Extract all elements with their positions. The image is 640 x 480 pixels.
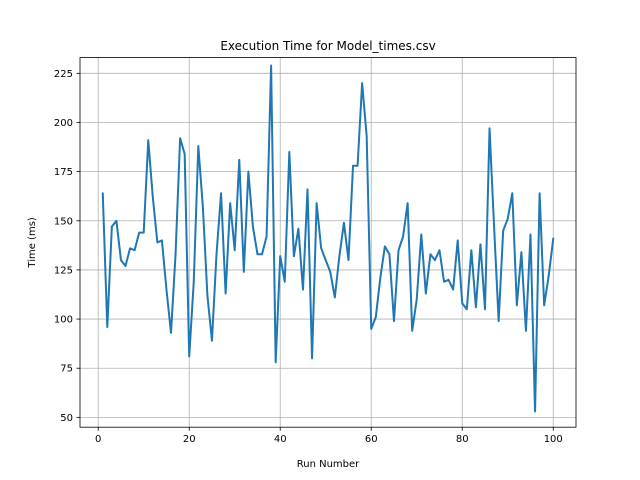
plot-frame [79, 57, 577, 428]
x-tick-label: 100 [544, 434, 563, 445]
chart-title: Execution Time for Model_times.csv [220, 39, 435, 53]
x-tick-label: 0 [95, 434, 101, 445]
y-tick-label: 125 [54, 265, 73, 276]
series-line [101, 64, 555, 413]
y-tick-label: 225 [54, 69, 73, 80]
x-tick-label: 40 [274, 434, 287, 445]
x-tick-label: 80 [456, 434, 469, 445]
y-tick-label: 100 [54, 315, 73, 326]
x-tick-label: 60 [365, 434, 378, 445]
y-tick-label: 75 [60, 364, 73, 375]
y-tick-label: 150 [54, 216, 73, 227]
y-tick-label: 200 [54, 118, 73, 129]
y-axis-label: Time (ms) [27, 217, 38, 269]
y-axis-ticks: 50 75 100 125 150 175 200 225 [54, 69, 80, 424]
y-tick-label: 50 [60, 413, 73, 424]
x-axis-label: Run Number [297, 459, 360, 470]
x-axis-ticks: 0 20 40 60 80 100 [95, 427, 563, 445]
y-tick-label: 175 [54, 167, 73, 178]
x-tick-label: 20 [183, 434, 196, 445]
